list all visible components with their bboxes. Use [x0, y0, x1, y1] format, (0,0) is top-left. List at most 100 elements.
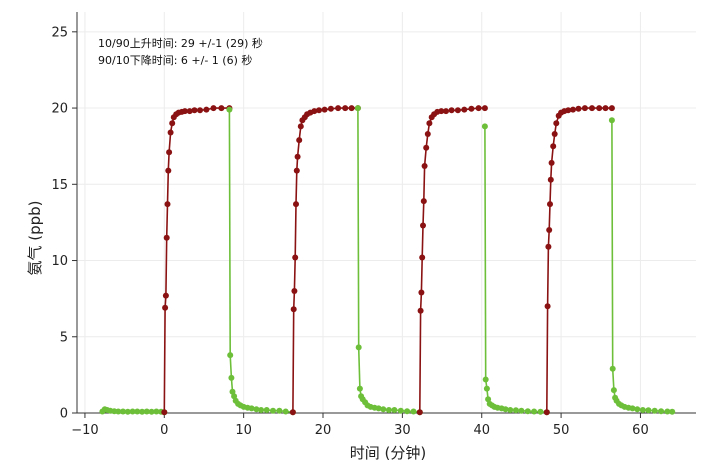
rise-point	[570, 106, 576, 113]
fall-point	[502, 406, 509, 413]
fall-point	[397, 407, 404, 414]
rise-point	[548, 159, 555, 166]
rise-point	[553, 120, 560, 127]
rise-point	[589, 105, 595, 112]
rise-point	[166, 149, 173, 156]
rise-point	[197, 107, 203, 114]
rise-point	[327, 105, 334, 112]
rise-point	[296, 137, 303, 144]
fall-point	[634, 406, 641, 413]
rise-point	[423, 144, 430, 151]
rise-point	[293, 167, 300, 174]
rise-point	[419, 254, 426, 261]
fall-point	[485, 396, 492, 403]
rise-point	[316, 107, 322, 114]
fall-point	[651, 407, 658, 414]
rise-point	[454, 107, 461, 114]
y-tick-label: 15	[51, 178, 68, 193]
rise-point	[335, 105, 342, 112]
fall-point	[391, 407, 398, 413]
rise-point	[293, 201, 299, 208]
fall-point	[410, 408, 417, 415]
rise-point	[297, 123, 304, 130]
rise-point	[191, 107, 198, 114]
y-tick-label: 10	[51, 254, 68, 269]
rise-point	[461, 106, 468, 113]
fall-point	[610, 387, 617, 394]
baseline-point	[124, 408, 131, 415]
rise-point	[348, 105, 355, 112]
rise-point	[292, 254, 299, 261]
rise-point	[602, 105, 609, 112]
x-tick-label: 10	[235, 423, 252, 438]
fall-point	[537, 408, 544, 415]
fall-point	[258, 407, 265, 413]
fall-point	[481, 123, 488, 130]
fall-point	[355, 344, 362, 351]
rise-point	[321, 106, 328, 113]
rise-point	[547, 201, 553, 208]
baseline-point	[115, 408, 122, 415]
rise-point	[210, 105, 217, 112]
fall-point	[518, 407, 525, 414]
fall-point	[669, 408, 676, 415]
rise-point	[416, 409, 423, 416]
x-tick-label: 0	[160, 423, 168, 438]
fall-point	[231, 393, 238, 400]
rise-point	[608, 105, 615, 112]
fall-time-annotation: 90/10下降时间: 6 +/- 1 (6) 秒	[98, 53, 252, 67]
x-tick-label: 50	[553, 423, 570, 438]
fall-point	[531, 408, 538, 415]
rise-point	[162, 292, 169, 299]
baseline-point	[129, 408, 136, 415]
baseline-point	[120, 408, 126, 415]
rise-point	[551, 131, 558, 137]
rise-point	[218, 105, 225, 112]
fall-point	[608, 117, 615, 124]
rise-point	[169, 120, 176, 127]
fall-point	[270, 407, 276, 414]
rise-point	[481, 105, 488, 112]
fall-point	[629, 405, 636, 412]
rise-point	[424, 131, 431, 137]
x-tick-label: 20	[315, 423, 332, 438]
fall-point	[658, 408, 665, 415]
rise-point	[162, 304, 169, 311]
fall-point	[512, 407, 519, 414]
rise-point	[420, 222, 426, 229]
rise-point	[443, 108, 449, 115]
fall-point	[380, 406, 387, 413]
rise-point	[186, 108, 193, 115]
fall-point	[227, 352, 234, 359]
x-tick-label: 40	[473, 423, 490, 438]
rise-point	[420, 198, 427, 205]
fall-point	[482, 376, 489, 383]
rise-point	[448, 107, 455, 114]
rise-point	[167, 129, 174, 136]
fall-point	[226, 106, 233, 113]
y-tick-label: 5	[60, 330, 68, 345]
baseline-point	[143, 408, 150, 415]
chart-series	[99, 105, 676, 416]
rise-point	[550, 143, 557, 150]
rise-point	[181, 108, 188, 115]
fall-point	[263, 407, 270, 413]
chart-grid	[77, 12, 696, 414]
rise-point	[546, 227, 553, 233]
rise-point	[165, 167, 172, 174]
rise-point	[543, 409, 550, 416]
x-axis-label: 时间 (分钟)	[350, 444, 426, 462]
rise-point	[565, 107, 572, 114]
rise-point	[163, 234, 170, 241]
fall-point	[228, 374, 235, 381]
y-tick-label: 25	[51, 25, 68, 40]
baseline-point	[153, 408, 160, 415]
x-tick-label: −10	[71, 423, 98, 438]
rise-point	[426, 120, 433, 127]
rise-point	[475, 105, 482, 112]
fall-point	[276, 407, 283, 414]
fall-point	[354, 105, 361, 112]
fall-point	[404, 408, 411, 415]
rise-point	[581, 105, 588, 112]
